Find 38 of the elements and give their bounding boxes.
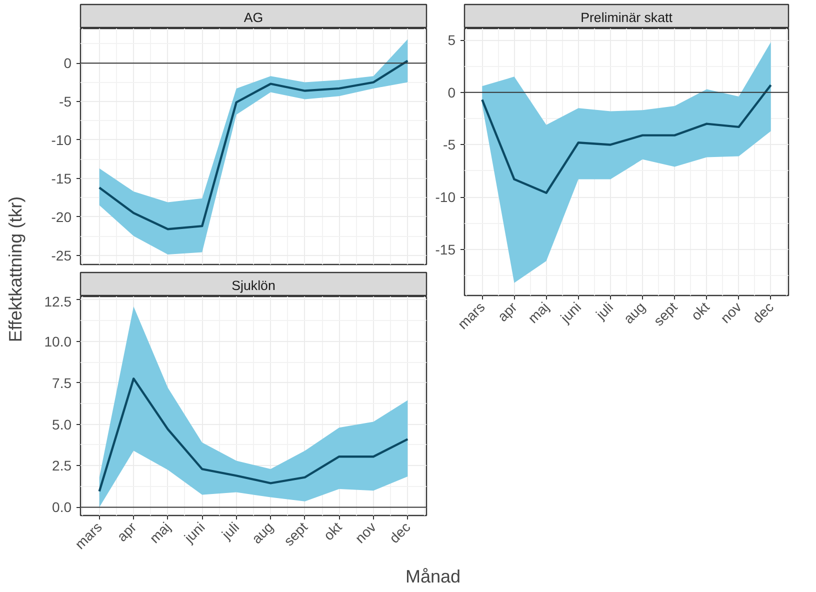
x-tick-label: apr xyxy=(114,518,140,544)
y-tick-label: -15 xyxy=(51,170,72,186)
y-tick-label: -10 xyxy=(51,132,72,148)
y-tick-label: 10.0 xyxy=(44,333,72,350)
y-tick-label: 0.0 xyxy=(52,499,72,516)
x-tick-label: dec xyxy=(749,298,777,326)
x-tick-label: sept xyxy=(280,518,311,549)
x-tick-label: dec xyxy=(386,518,414,546)
y-tick-label: 7.5 xyxy=(52,374,72,391)
y-tick-label: -25 xyxy=(51,247,72,264)
y-tick-label: -15 xyxy=(435,241,456,258)
y-axis-title: Effektkattning (tkr) xyxy=(6,196,26,342)
x-axis-title: Månad xyxy=(405,566,461,586)
chart-title: Sjuklön xyxy=(232,278,276,294)
chart-title: Preliminär skatt xyxy=(580,10,673,26)
y-tick-label: -5 xyxy=(59,94,72,110)
x-tick-label: okt xyxy=(688,298,712,324)
chart-title: AG xyxy=(244,10,264,26)
x-tick-label: juli xyxy=(592,298,616,323)
y-tick-label: -5 xyxy=(443,136,456,153)
y-tick-label: 0 xyxy=(64,55,72,72)
y-tick-label: 12.5 xyxy=(44,294,72,310)
y-tick-label: -20 xyxy=(51,208,72,225)
x-tick-label: juli xyxy=(218,518,242,543)
x-tick-label: apr xyxy=(494,298,520,324)
x-tick-label: aug xyxy=(620,298,648,327)
x-tick-label: okt xyxy=(320,518,345,544)
x-tick-label: maj xyxy=(524,298,552,326)
x-tick-label: nov xyxy=(717,298,744,326)
x-tick-label: nov xyxy=(352,518,380,546)
x-tick-label: sept xyxy=(650,298,680,329)
x-tick-label: aug xyxy=(248,518,276,547)
y-tick-label: 0 xyxy=(448,84,456,100)
x-tick-label: maj xyxy=(146,518,174,546)
y-tick-label: -10 xyxy=(435,189,456,206)
y-tick-label: 5 xyxy=(448,32,456,48)
y-tick-label: 2.5 xyxy=(52,458,72,474)
y-tick-label: 5.0 xyxy=(52,416,72,432)
